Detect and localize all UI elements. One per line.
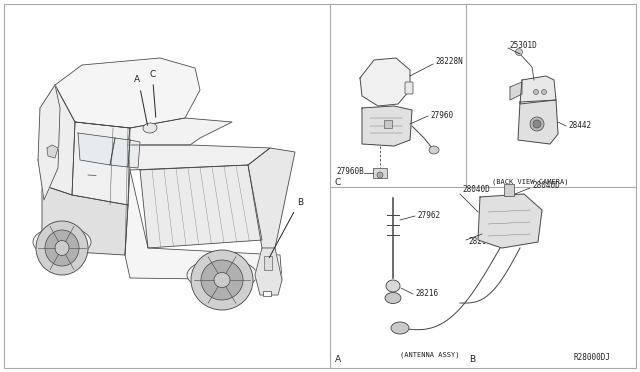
Ellipse shape [191,250,253,310]
Text: B: B [297,198,303,207]
Polygon shape [72,122,130,205]
Polygon shape [255,248,282,295]
Polygon shape [78,133,115,165]
Polygon shape [128,140,140,168]
Text: 28442: 28442 [568,122,591,131]
Text: 27960: 27960 [430,110,453,119]
Text: A: A [335,355,341,364]
Ellipse shape [45,230,79,266]
Text: 28040D: 28040D [462,186,490,195]
Text: B: B [469,355,476,364]
Text: 25301D: 25301D [509,41,537,49]
Bar [263,291,271,296]
Bar [264,256,272,270]
Ellipse shape [429,146,439,154]
Ellipse shape [386,280,400,292]
Text: 28216: 28216 [415,289,438,298]
Text: (ANTENNA ASSY): (ANTENNA ASSY) [400,352,460,358]
Polygon shape [520,76,556,104]
Circle shape [530,117,544,131]
FancyBboxPatch shape [373,168,387,178]
Polygon shape [140,165,262,248]
Polygon shape [47,145,58,158]
Ellipse shape [143,123,157,133]
Text: R28000DJ: R28000DJ [573,353,610,362]
Ellipse shape [55,241,69,256]
Ellipse shape [33,227,91,257]
Text: C: C [150,70,156,79]
Ellipse shape [214,273,230,288]
Ellipse shape [187,259,257,291]
Circle shape [515,48,522,55]
Circle shape [533,120,541,128]
Ellipse shape [36,221,88,275]
Text: (BACK VIEW CAMERA): (BACK VIEW CAMERA) [492,179,568,185]
Circle shape [534,90,538,94]
Ellipse shape [201,260,243,300]
Polygon shape [518,100,558,144]
Polygon shape [360,58,410,106]
Text: 27960B: 27960B [336,167,364,176]
Polygon shape [128,145,270,170]
Ellipse shape [385,292,401,304]
Text: A: A [134,75,140,84]
Polygon shape [42,185,128,255]
Circle shape [377,172,383,178]
Polygon shape [38,85,60,200]
Bar [384,120,392,128]
FancyBboxPatch shape [405,82,413,94]
Polygon shape [248,148,295,248]
Text: 28228N: 28228N [435,58,463,67]
Bar [504,184,514,196]
Ellipse shape [391,322,409,334]
Circle shape [541,90,547,94]
Text: 28206: 28206 [468,237,491,247]
Text: C: C [335,178,341,187]
Polygon shape [40,85,75,195]
Polygon shape [125,170,282,280]
Polygon shape [510,82,522,100]
Polygon shape [478,194,542,248]
Polygon shape [55,58,200,128]
Text: 27962: 27962 [417,211,440,219]
Polygon shape [110,138,130,167]
Text: 28040D: 28040D [532,182,560,190]
Polygon shape [128,118,232,145]
Polygon shape [362,106,412,146]
